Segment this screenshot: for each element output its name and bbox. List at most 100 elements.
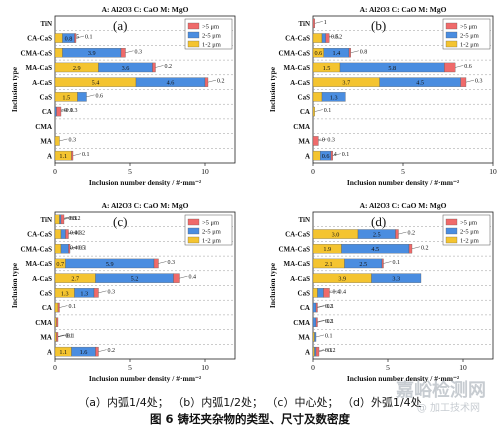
bar-segment [56,332,59,342]
label-leader [59,138,68,142]
data-label: 2.5 [359,261,367,268]
legend-entry: 1-2 μm [460,238,479,245]
data-label: 0.1 [82,152,90,158]
data-label: 0.3 [327,137,335,143]
legend-entry: >5 μm [460,24,477,31]
data-label: 0.3 [69,216,77,222]
bar-segment [68,244,71,254]
legend-swatch [187,218,200,226]
category-label: CaS [40,289,53,297]
bar-segment [56,317,59,327]
legend-entry: 2-5 μm [202,33,221,40]
legend-entry: 1-2 μm [202,238,221,245]
category-label: CaS [298,93,311,101]
legend-swatch [445,31,458,39]
chart-legend-title: A: Al2O3 C: CaO M: MgO [360,5,447,14]
bar-segment [314,332,317,342]
y-axis-label: Inclusion type [268,262,277,308]
legend-entry: 2-5 μm [202,229,221,236]
data-label: 0 [64,108,67,114]
label-leader [63,217,73,220]
data-label: 0.3 [108,289,116,295]
panel-label: (a) [113,18,127,33]
data-label: 0.8 [360,49,368,55]
bar-segment [77,92,87,102]
category-label: A [47,152,52,160]
data-label: 1.5 [323,65,331,72]
label-leader [411,246,421,249]
category-label: CA [300,304,310,312]
legend-swatch [445,236,458,244]
category-label: CA [42,108,52,116]
category-label: CA-CaS [285,35,310,43]
label-leader [98,349,107,352]
panel-label: (c) [113,214,127,229]
x-axis-label: Inclusion number density / #·mm⁻² [347,374,460,383]
data-label: 0.5 [78,245,86,251]
data-label: 0.2 [335,35,343,41]
label-leader [455,65,464,68]
category-label: CMA-CaS [21,49,53,57]
panel-label: (b) [371,18,386,33]
label-leader [318,349,328,352]
chart-panel: A: Al2O3 C: CaO M: MgO TiN 1 CA-CaS 0.50.2 CM… [268,5,497,187]
label-leader [59,305,68,308]
bar-segment [95,346,99,357]
data-label: 0.2 [421,245,429,251]
category-label: MA [40,138,52,146]
data-label: 0.1 [66,108,74,114]
x-axis-label: Inclusion number density / #·mm⁻² [347,178,460,187]
x-tick-label: 10 [459,363,467,372]
category-label: CaS [40,93,53,101]
category-label: MA [298,334,310,342]
label-leader [315,334,325,338]
y-axis-label: Inclusion type [10,66,19,112]
data-label: 0.2 [217,79,225,85]
data-label: 1.9 [323,246,331,253]
data-label: 1 [324,20,327,26]
bar-segment [312,332,315,342]
category-label: CMA-CaS [279,49,311,57]
data-label: 0.6 [96,93,104,99]
category-label: A-CaS [290,79,310,87]
x-tick-label: 0 [311,363,315,372]
data-label: 0.1 [67,333,75,339]
panel-label: (d) [371,214,386,229]
bar-segment [60,214,65,225]
category-label: CMA-CaS [279,245,311,253]
data-label: 0.1 [327,304,335,310]
bar-segment [54,48,63,58]
data-label: 3.7 [342,80,350,87]
label-leader [125,50,134,53]
label-leader [465,79,475,83]
data-label: 3.9 [88,50,96,57]
data-label: 1.3 [61,290,69,297]
category-label: A-CaS [32,79,52,87]
bar-segment [54,332,57,342]
category-label: CA-CaS [27,231,52,239]
category-label: MA-CaS [26,64,53,72]
category-label: MA [40,334,52,342]
category-label: A-CaS [290,275,310,283]
data-label: 2.9 [73,65,81,72]
data-label: 1.3 [80,290,88,297]
legend-entry: 1-2 μm [460,42,479,49]
data-label: 0.5 [331,35,339,41]
label-leader [332,153,341,156]
category-label: CA [42,304,52,312]
bar-segment [312,92,323,102]
category-label: TiN [298,20,310,28]
data-label: 5.2 [131,276,139,283]
x-tick-label: 0 [311,167,315,176]
bar-segment [312,317,317,327]
data-label: 0.3 [75,231,83,237]
category-label: A [305,152,310,160]
bar-segment [348,48,351,58]
data-label: 0.6 [322,153,330,160]
data-label: 2.5 [373,231,381,238]
data-label: 2.7 [71,276,79,283]
data-label: 0.3 [70,108,78,114]
bar-segment [204,77,209,87]
legend-entry: >5 μm [460,220,477,227]
